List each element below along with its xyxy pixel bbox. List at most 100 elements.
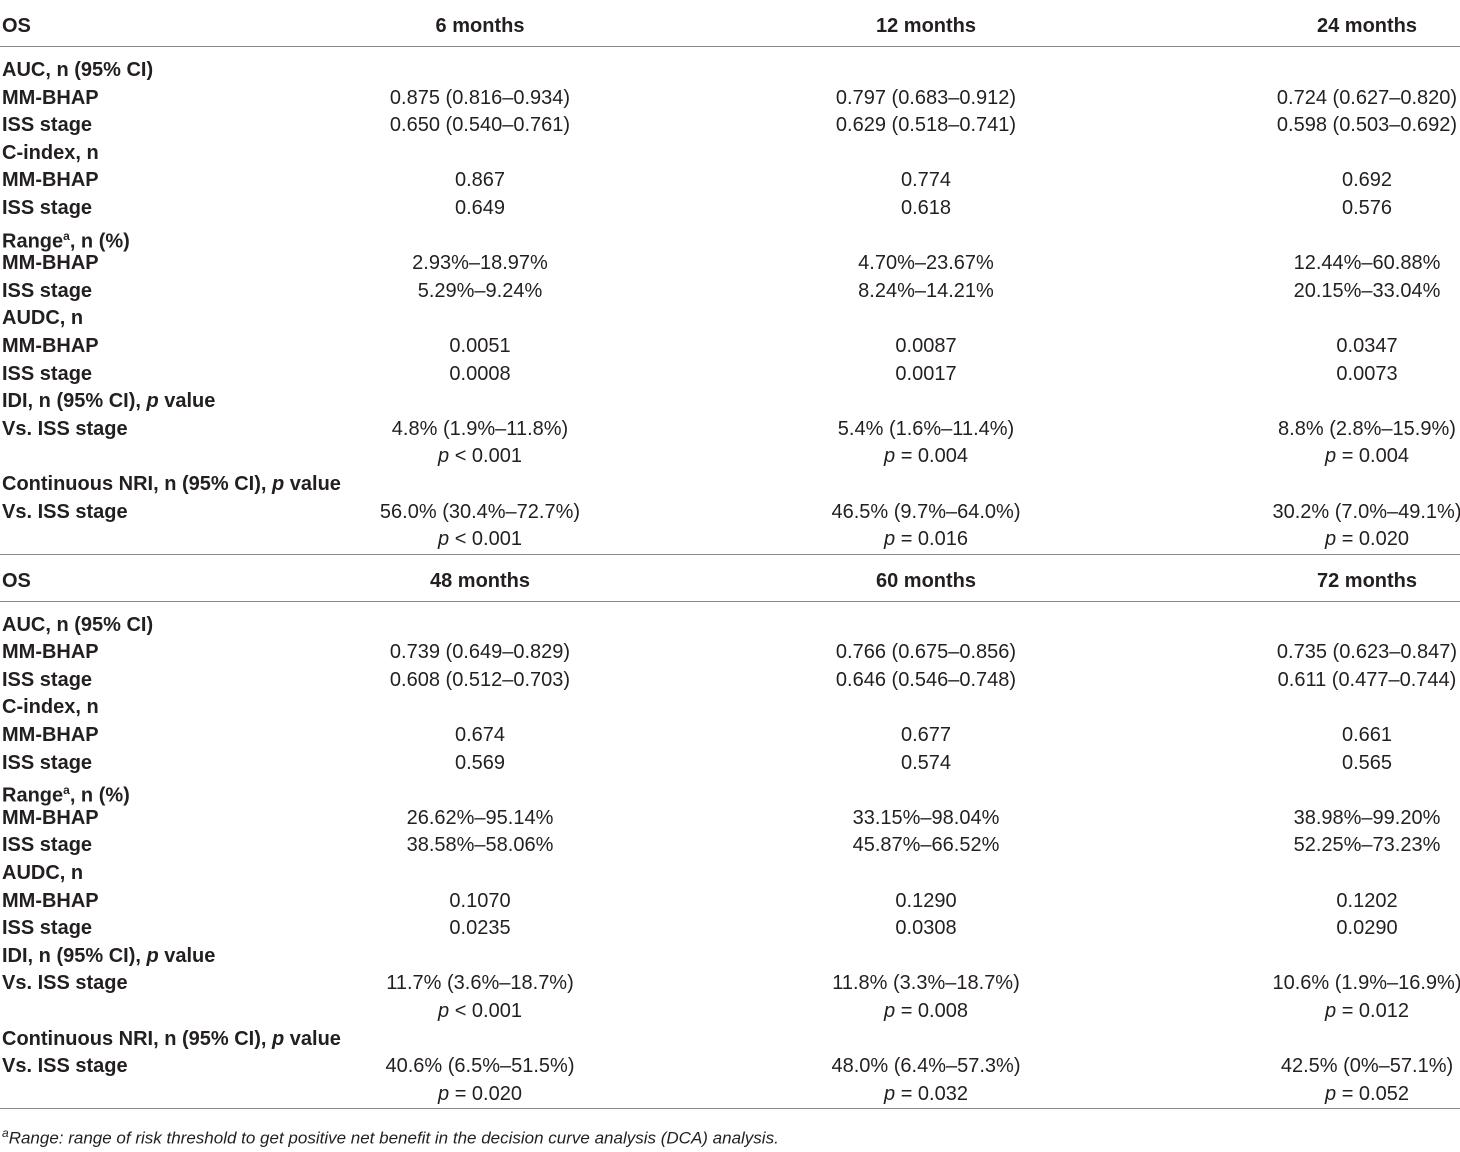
table-cell: 56.0% (30.4%–72.7%) [379, 500, 581, 523]
table-row: Vs. ISS stage 56.0% (30.4%–72.7%) 46.5% (9… [0, 499, 1460, 527]
p-value: < 0.001 [454, 528, 522, 551]
table-cell: 0.569 [454, 751, 506, 774]
column-header: 48 months [429, 569, 531, 592]
p-value: = 0.012 [1341, 1000, 1409, 1022]
table-row: ISS stage 0.649 0.618 0.576 [0, 195, 1460, 223]
section-title-row: AUDC, n [0, 305, 1460, 333]
p-value: = 0.008 [900, 1000, 968, 1022]
p-value-cell: p < 0.001 [200, 998, 760, 1025]
table-cell: 8.8% (2.8%–15.9%) [1278, 417, 1456, 440]
p-symbol: p [884, 1082, 896, 1105]
p-symbol: p [438, 1082, 450, 1105]
table-cell: 0.608 (0.512–0.703) [389, 668, 571, 691]
table-footnote: aRange: range of risk threshold to get p… [2, 1126, 779, 1149]
table-row: p < 0.001 p = 0.004 p = 0.004 [0, 443, 1460, 471]
table-cell: 0.0235 [449, 917, 511, 940]
section-title-italic: p [146, 390, 159, 413]
row-label: ISS stage [2, 114, 93, 137]
column-header: 60 months [875, 569, 977, 592]
table-cell: 52.25%–73.23% [1293, 834, 1441, 857]
section-title-italic: p [272, 1027, 285, 1050]
table-cell: 48.0% (6.4%–57.3%) [831, 1055, 1021, 1078]
table-cell: 0.1202 [1336, 889, 1398, 912]
table-cell: 0.0051 [449, 334, 511, 357]
section-title: Rangea, n (%) [2, 777, 130, 810]
table-row: ISS stage 0.0008 0.0017 0.0073 [0, 361, 1460, 389]
table-cell: 46.5% (9.7%–64.0%) [831, 500, 1021, 523]
table-cell: 5.4% (1.6%–11.4%) [837, 417, 1015, 440]
section-title-text: Continuous NRI, n (95% CI), [2, 472, 272, 495]
p-value-cell: p = 0.020 [200, 1081, 760, 1108]
section-title: AUDC, n [2, 860, 83, 887]
table-cell: 45.87%–66.52% [852, 834, 1000, 857]
table-cell: 30.2% (7.0%–49.1%) [1272, 500, 1460, 523]
section-title-row: IDI, n (95% CI), p value [0, 943, 1460, 971]
table-cell: 0.0087 [895, 334, 957, 357]
p-symbol: p [884, 528, 896, 551]
table-cell: 5.29%–9.24% [417, 279, 543, 302]
table-cell: 0.649 [454, 196, 506, 219]
table-cell: 11.8% (3.3%–18.7%) [832, 972, 1020, 995]
table-row: ISS stage 0.0235 0.0308 0.0290 [0, 915, 1460, 943]
p-value: = 0.004 [900, 445, 968, 468]
table-row: MM-BHAP 0.1070 0.1290 0.1202 [0, 888, 1460, 916]
p-symbol: p [438, 1000, 450, 1022]
table-cell: 0.0008 [449, 362, 511, 385]
table-cell: 0.565 [1341, 751, 1393, 774]
section-title: AUC, n (95% CI) [2, 612, 153, 639]
table-row: ISS stage 5.29%–9.24% 8.24%–14.21% 20.15%–3… [0, 278, 1460, 306]
table-row: p = 0.020 p = 0.032 p = 0.052 [0, 1081, 1460, 1109]
row-label: MM-BHAP [2, 641, 99, 664]
table-cell: 20.15%–33.04% [1293, 279, 1441, 302]
row-label: MM-BHAP [2, 169, 99, 192]
header-row: OS 48 months 60 months 72 months [0, 555, 1460, 601]
bottom-rule [0, 1108, 1460, 1110]
table-cell: 2.93%–18.97% [412, 252, 548, 275]
section-title-suffix: value [158, 390, 216, 413]
section-title: AUC, n (95% CI) [2, 57, 153, 84]
table-cell: 0.867 [454, 169, 506, 192]
section-title-row: AUC, n (95% CI) [0, 612, 1460, 640]
section-title: C-index, n [2, 694, 99, 721]
table-cell: 0.646 (0.546–0.748) [835, 668, 1017, 691]
section-title-text: Range [2, 784, 64, 807]
row-label: Vs. ISS stage [2, 1055, 128, 1078]
header-rule [0, 600, 1460, 602]
p-value-cell: p = 0.004 [1087, 443, 1460, 470]
section-title-text: C-index, n [2, 141, 99, 164]
table-cell: 0.576 [1341, 196, 1393, 219]
table-row: MM-BHAP 0.739 (0.649–0.829) 0.766 (0.675–0… [0, 639, 1460, 667]
table-cell: 38.98%–99.20% [1293, 806, 1441, 829]
section-title-italic: p [146, 944, 159, 967]
section-title: Continuous NRI, n (95% CI), p value [2, 471, 341, 498]
table-cell: 0.0347 [1336, 334, 1398, 357]
header-rule [0, 46, 1460, 47]
section-title-row: Rangea, n (%) [0, 223, 1460, 253]
section-title: AUDC, n [2, 305, 83, 332]
footnote-text: Range: range of risk threshold to get po… [8, 1128, 779, 1148]
section-title-suffix: value [284, 472, 341, 495]
column-header: OS [2, 569, 31, 592]
row-label: MM-BHAP [2, 334, 99, 357]
section-title-suffix: value [284, 1027, 341, 1050]
p-symbol: p [438, 528, 450, 551]
p-value: = 0.004 [1341, 445, 1409, 468]
p-symbol: p [1325, 1082, 1337, 1105]
table-cell: 0.774 [900, 169, 952, 192]
section-title-suffix: value [158, 944, 216, 967]
table-cell: 11.7% (3.6%–18.7%) [386, 972, 574, 995]
row-label: Vs. ISS stage [2, 417, 128, 440]
row-label: ISS stage [2, 196, 93, 219]
table-cell: 0.650 (0.540–0.761) [389, 114, 571, 137]
section-title-row: C-index, n [0, 694, 1460, 722]
p-value-cell: p = 0.032 [646, 1081, 1206, 1108]
table-cell: 0.692 [1341, 169, 1393, 192]
row-label: Vs. ISS stage [2, 500, 128, 523]
section-title: IDI, n (95% CI), p value [2, 388, 215, 415]
table-row: MM-BHAP 0.867 0.774 0.692 [0, 167, 1460, 195]
p-value: = 0.020 [454, 1082, 522, 1105]
table-row: ISS stage 38.58%–58.06% 45.87%–66.52% 52.25… [0, 832, 1460, 860]
table-cell: 0.629 (0.518–0.741) [835, 114, 1017, 137]
p-value-cell: p < 0.001 [200, 443, 760, 470]
table-cell: 26.62%–95.14% [406, 806, 554, 829]
